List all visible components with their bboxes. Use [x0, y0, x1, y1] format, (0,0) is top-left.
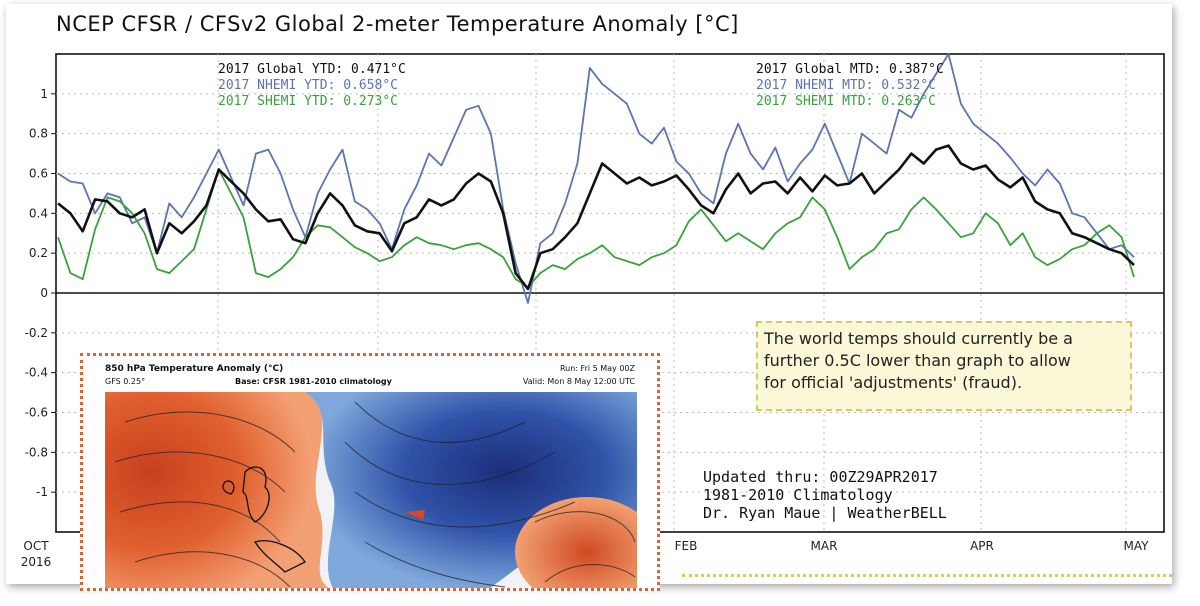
annotation-line: for official 'adjustments' (fraud).: [764, 373, 1023, 392]
x-tick-label: FEB: [675, 539, 698, 553]
temperature-anomaly-map: [105, 392, 637, 588]
inset-valid: Valid: Mon 8 May 12:00 UTC: [522, 377, 635, 386]
annotation-line: further 0.5C lower than graph to allow: [764, 351, 1071, 370]
y-tick-label: -0.2: [25, 326, 48, 340]
credits: Updated thru: 00Z29APR2017 1981-2010 Clim…: [703, 468, 947, 522]
chart-title: NCEP CFSR / CFSv2 Global 2-meter Tempera…: [56, 12, 739, 36]
y-tick-label: -0.8: [25, 445, 48, 459]
credit-line: Dr. Ryan Maue | WeatherBELL: [703, 504, 947, 522]
x-tick-label: OCT: [23, 539, 49, 553]
annotation-border-fragment: [682, 574, 1172, 581]
annotation-line: The world temps should currently be a: [764, 329, 1073, 348]
legend-entry: 2017 Global YTD: 0.471°C: [218, 62, 406, 77]
inset-run: Run: Fri 5 May 00Z: [559, 364, 635, 373]
y-tick-label: 0.6: [29, 167, 48, 181]
inset-title: 850 hPa Temperature Anomaly (°C): [105, 364, 284, 374]
legend-entry: 2017 SHEMI YTD: 0.273°C: [218, 94, 398, 109]
annotation-box: The world temps should currently be a fu…: [756, 321, 1132, 411]
y-tick-label: 1: [40, 87, 48, 101]
y-tick-label: 0.4: [29, 206, 48, 220]
inset-map-figure: 850 hPa Temperature Anomaly (°C) GFS 0.2…: [80, 353, 660, 591]
y-tick-label: 0: [40, 286, 48, 300]
x-tick-label: MAY: [1124, 539, 1150, 553]
inset-model: GFS 0.25°: [105, 377, 146, 386]
y-tick-label: 0.8: [29, 127, 48, 141]
y-tick-label: -1: [36, 485, 48, 499]
x-tick-label: MAR: [811, 539, 838, 553]
y-tick-label: 0.2: [29, 246, 48, 260]
inset-base: Base: CFSR 1981-2010 climatology: [235, 377, 392, 386]
credit-line: Updated thru: 00Z29APR2017: [703, 468, 938, 486]
series-line-global: [57, 144, 1135, 291]
y-tick-label: -0.4: [25, 366, 48, 380]
legend-entry: 2017 Global MTD: 0.387°C: [756, 62, 944, 77]
inset-header: 850 hPa Temperature Anomaly (°C) GFS 0.2…: [105, 364, 635, 396]
y-tick-label: -0.6: [25, 406, 48, 420]
legend-entry: 2017 NHEMI MTD: 0.532°C: [756, 78, 936, 93]
series-line-shemi: [57, 168, 1135, 288]
x-tick-year: 2016: [21, 555, 52, 569]
series-line-nhemi: [57, 53, 1135, 304]
x-tick-label: APR: [970, 539, 994, 553]
legend-entry: 2017 NHEMI YTD: 0.658°C: [218, 78, 398, 93]
credit-line: 1981-2010 Climatology: [703, 486, 893, 504]
legend-entry: 2017 SHEMI MTD: 0.263°C: [756, 94, 936, 109]
